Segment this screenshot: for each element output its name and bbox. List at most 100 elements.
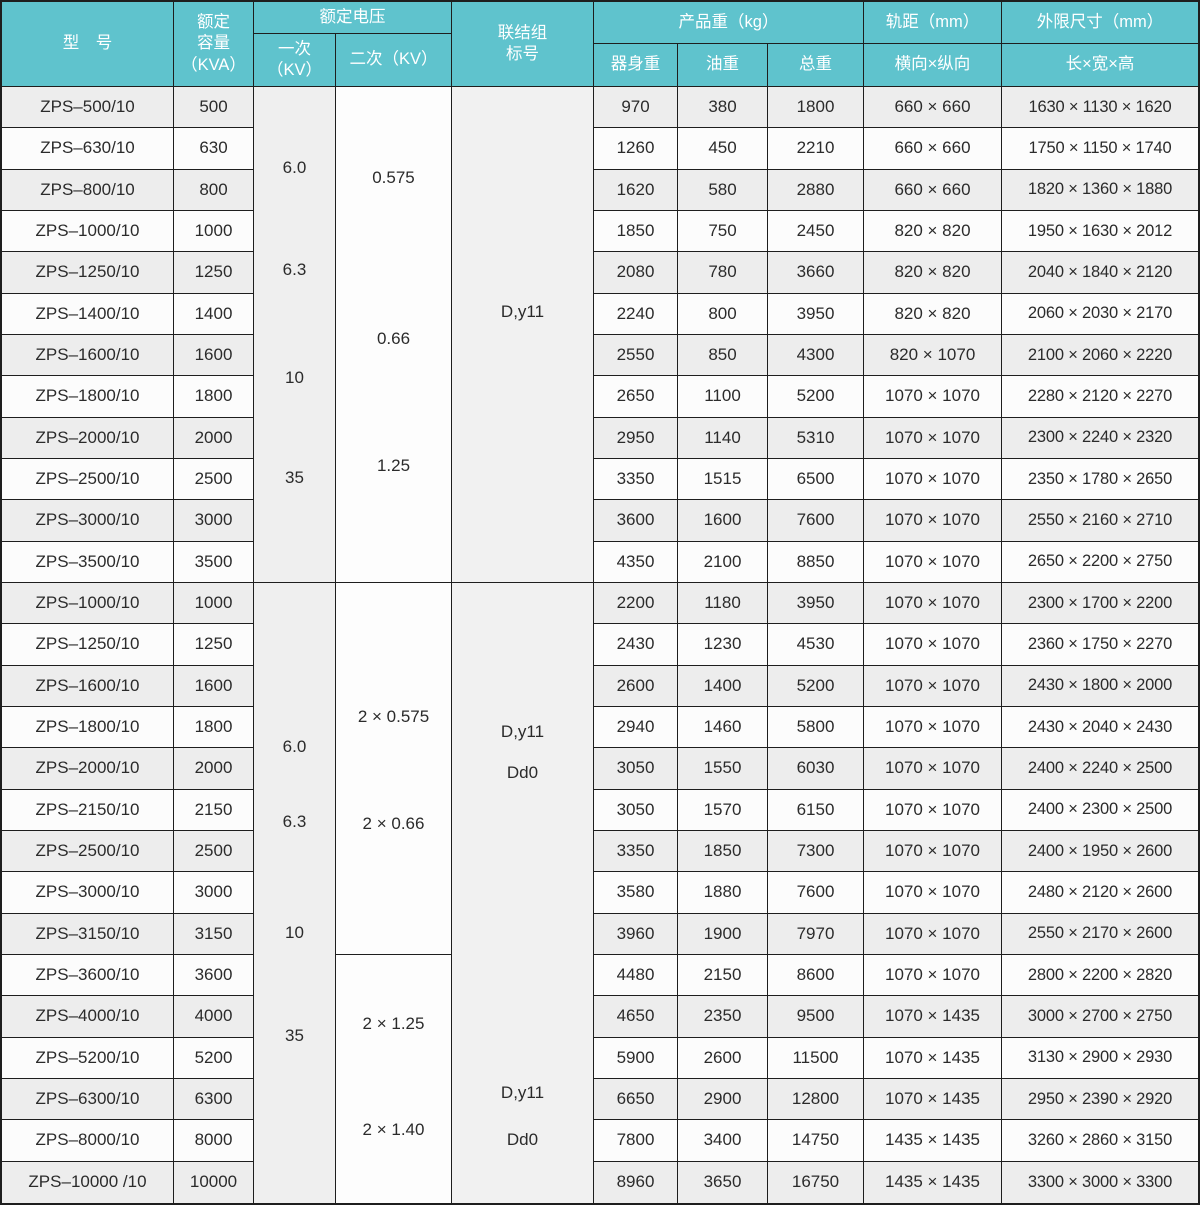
cell-oil: 1600 — [678, 500, 768, 542]
cell-oil: 2350 — [678, 996, 768, 1038]
primary-voltage-section1-value: 10 — [285, 367, 304, 387]
header-body-weight: 器身重 — [594, 44, 678, 87]
cell-model: ZPS–3500/10 — [2, 541, 174, 583]
secondary-voltage-section1-value: 0.66 — [376, 329, 411, 349]
cell-body: 3350 — [594, 458, 678, 501]
connection-section1-value: D,y11 — [500, 301, 545, 321]
cell-capacity: 1800 — [174, 706, 254, 749]
cell-body: 2650 — [594, 376, 678, 418]
primary-voltage-section1: 6.0 6.3 10 35 — [254, 87, 336, 583]
primary-voltage-section1-value: 35 — [285, 467, 304, 487]
cell-model: ZPS–1000/10 — [2, 582, 174, 625]
cell-total: 6500 — [768, 458, 864, 501]
cell-oil: 800 — [678, 293, 768, 335]
cell-capacity: 4000 — [174, 996, 254, 1038]
cell-model: ZPS–3000/10 — [2, 500, 174, 542]
cell-model: ZPS–2000/10 — [2, 417, 174, 459]
cell-model: ZPS–10000 /10 — [2, 1161, 174, 1203]
cell-body: 1620 — [594, 169, 678, 211]
cell-capacity: 1800 — [174, 376, 254, 418]
cell-gauge: 820 × 1070 — [864, 334, 1002, 377]
header-oil-weight: 油重 — [678, 44, 768, 87]
cell-dims: 2040 × 1840 × 2120 — [1002, 252, 1198, 294]
cell-oil: 1880 — [678, 872, 768, 914]
cell-model: ZPS–3600/10 — [2, 954, 174, 997]
cell-total: 5310 — [768, 417, 864, 459]
cell-body: 4480 — [594, 954, 678, 997]
cell-capacity: 6300 — [174, 1078, 254, 1121]
cell-model: ZPS–1000/10 — [2, 210, 174, 253]
cell-model: ZPS–1250/10 — [2, 252, 174, 294]
cell-body: 2080 — [594, 252, 678, 294]
cell-model: ZPS–800/10 — [2, 169, 174, 211]
cell-dims: 2280 × 2120 × 2270 — [1002, 376, 1198, 418]
cell-gauge: 1070 × 1070 — [864, 954, 1002, 997]
cell-model: ZPS–2000/10 — [2, 748, 174, 790]
cell-dims: 1820 × 1360 × 1880 — [1002, 169, 1198, 211]
cell-dims: 2950 × 2390 × 2920 — [1002, 1078, 1198, 1121]
cell-capacity: 1600 — [174, 334, 254, 377]
cell-dims: 1950 × 1630 × 2012 — [1002, 210, 1198, 253]
cell-body: 2950 — [594, 417, 678, 459]
cell-body: 4350 — [594, 541, 678, 583]
cell-oil: 1515 — [678, 458, 768, 501]
cell-oil: 1900 — [678, 913, 768, 955]
cell-dims: 2480 × 2120 × 2600 — [1002, 872, 1198, 914]
cell-gauge: 1070 × 1070 — [864, 913, 1002, 955]
secondary-voltage-section1: 0.575 0.66 1.25 — [336, 87, 452, 583]
cell-total: 7600 — [768, 500, 864, 542]
secondary-voltage-section2a-value: 2 × 0.575 — [357, 707, 430, 727]
cell-gauge: 1070 × 1435 — [864, 1037, 1002, 1079]
secondary-voltage-section2b-value: 2 × 1.40 — [362, 1120, 425, 1140]
cell-total: 5200 — [768, 665, 864, 707]
cell-model: ZPS–630/10 — [2, 128, 174, 170]
cell-body: 6650 — [594, 1078, 678, 1121]
cell-gauge: 1435 × 1435 — [864, 1120, 1002, 1162]
cell-gauge: 1070 × 1070 — [864, 748, 1002, 790]
cell-oil: 1230 — [678, 624, 768, 666]
secondary-voltage-section2b-value: 2 × 1.25 — [362, 1013, 425, 1033]
cell-body: 3600 — [594, 500, 678, 542]
cell-total: 5800 — [768, 706, 864, 749]
cell-body: 2600 — [594, 665, 678, 707]
cell-dims: 2430 × 2040 × 2430 — [1002, 706, 1198, 749]
cell-model: ZPS–1250/10 — [2, 624, 174, 666]
cell-model: ZPS–1800/10 — [2, 376, 174, 418]
cell-capacity: 3000 — [174, 872, 254, 914]
cell-oil: 2150 — [678, 954, 768, 997]
cell-body: 1850 — [594, 210, 678, 253]
cell-total: 8850 — [768, 541, 864, 583]
cell-oil: 1570 — [678, 789, 768, 831]
primary-voltage-section1-value: 6.0 — [282, 157, 307, 177]
cell-capacity: 5200 — [174, 1037, 254, 1079]
cell-dims: 3130 × 2900 × 2930 — [1002, 1037, 1198, 1079]
cell-body: 2200 — [594, 582, 678, 625]
cell-body: 2240 — [594, 293, 678, 335]
header-dimensions-sub: 长×宽×高 — [1002, 44, 1198, 87]
cell-body: 2430 — [594, 624, 678, 666]
cell-dims: 2400 × 2240 × 2500 — [1002, 748, 1198, 790]
cell-body: 970 — [594, 87, 678, 129]
cell-body: 7800 — [594, 1120, 678, 1162]
cell-model: ZPS–2150/10 — [2, 789, 174, 831]
cell-gauge: 1070 × 1070 — [864, 830, 1002, 873]
cell-oil: 580 — [678, 169, 768, 211]
connection-section2-value: D,y11 — [500, 1083, 545, 1103]
cell-oil: 450 — [678, 128, 768, 170]
cell-dims: 3260 × 2860 × 3150 — [1002, 1120, 1198, 1162]
cell-capacity: 2000 — [174, 417, 254, 459]
cell-dims: 2100 × 2060 × 2220 — [1002, 334, 1198, 377]
primary-voltage-section1-value: 6.3 — [282, 260, 307, 280]
cell-dims: 3000 × 2700 × 2750 — [1002, 996, 1198, 1038]
cell-dims: 2300 × 2240 × 2320 — [1002, 417, 1198, 459]
cell-capacity: 8000 — [174, 1120, 254, 1162]
cell-model: ZPS–2500/10 — [2, 830, 174, 873]
cell-dims: 1630 × 1130 × 1620 — [1002, 87, 1198, 129]
cell-dims: 2400 × 1950 × 2600 — [1002, 830, 1198, 873]
cell-total: 5200 — [768, 376, 864, 418]
cell-model: ZPS–4000/10 — [2, 996, 174, 1038]
cell-capacity: 2500 — [174, 830, 254, 873]
connection-section1: D,y11 — [452, 87, 594, 583]
cell-total: 2880 — [768, 169, 864, 211]
